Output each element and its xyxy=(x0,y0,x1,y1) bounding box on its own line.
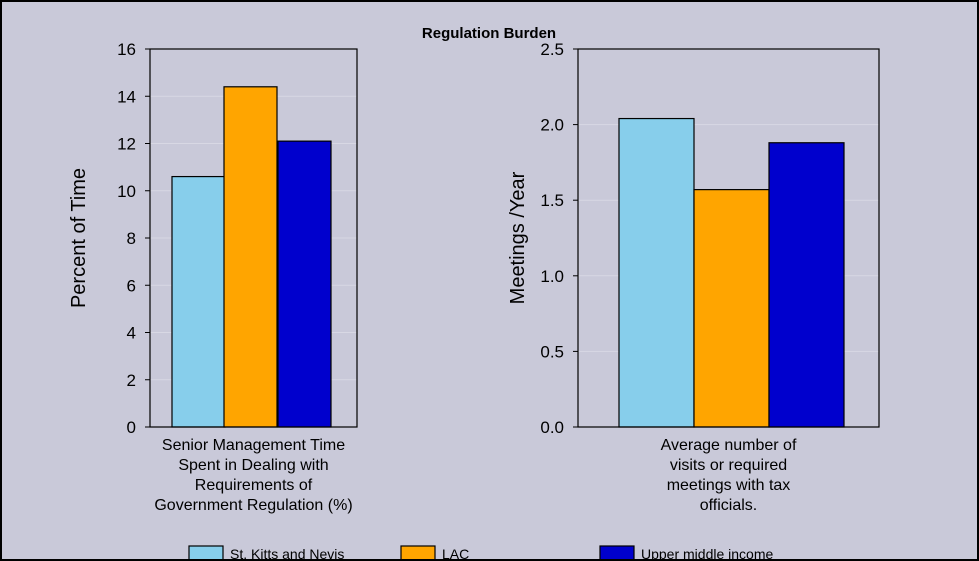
category-label: officials. xyxy=(700,497,758,514)
category-label: visits or required xyxy=(670,457,787,474)
y-tick-label: 2 xyxy=(127,371,136,390)
legend-item-1: St. Kitts and Nevis xyxy=(188,545,344,559)
legend-label: LAC xyxy=(442,546,469,559)
y-tick-label: 14 xyxy=(117,87,136,106)
y-tick-label: 1.5 xyxy=(540,191,564,210)
category-label: Requirements of xyxy=(195,477,313,494)
y-axis-label: Percent of Time xyxy=(68,168,90,308)
y-tick-label: 0.5 xyxy=(540,342,564,361)
y-tick-label: 2.0 xyxy=(540,116,564,135)
category-label: Average number of xyxy=(661,437,797,454)
bar-2 xyxy=(693,189,770,428)
legend-label: St. Kitts and Nevis xyxy=(230,546,344,559)
bar-3 xyxy=(768,142,845,428)
legend: St. Kitts and Nevis LAC Upper middle incom… xyxy=(188,545,773,559)
bar-1 xyxy=(618,117,695,428)
legend-swatch xyxy=(599,545,635,559)
y-tick-label: 16 xyxy=(117,40,136,59)
bar-1 xyxy=(171,175,226,428)
legend-label: Upper middle income xyxy=(641,546,773,559)
y-axis-label: Meetings /Year xyxy=(507,171,529,304)
bar-3 xyxy=(277,140,332,428)
category-label: Spent in Dealing with xyxy=(178,457,328,474)
y-tick-label: 1.0 xyxy=(540,267,564,286)
y-tick-label: 6 xyxy=(127,276,136,295)
y-tick-label: 2.5 xyxy=(540,40,564,59)
chart-panel-2: 0.0 0.5 1.0 1.5 2.0 2.5 Meetings /Year Average … xyxy=(507,40,880,514)
plot-border xyxy=(149,48,358,428)
plot-border xyxy=(577,48,880,428)
y-tick-label: 4 xyxy=(127,324,136,343)
legend-swatch xyxy=(400,545,436,559)
legend-swatch xyxy=(188,545,224,559)
y-tick-label: 0 xyxy=(127,418,136,437)
chart-title: Regulation Burden xyxy=(422,25,556,42)
y-tick-label: 10 xyxy=(117,182,136,201)
y-tick-label: 8 xyxy=(127,229,136,248)
category-label: Government Regulation (%) xyxy=(154,497,352,514)
category-label: Senior Management Time xyxy=(162,437,345,454)
bar-2 xyxy=(223,86,278,428)
y-tick-label: 0.0 xyxy=(540,418,564,437)
y-tick-label: 12 xyxy=(117,135,136,154)
category-label: meetings with tax xyxy=(667,477,791,494)
legend-item-2: LAC xyxy=(400,545,469,559)
chart-panel-1: 0 2 4 6 8 10 12 14 16 Percent of Time Senior Manag… xyxy=(68,40,358,514)
legend-item-3: Upper middle income xyxy=(599,545,773,559)
